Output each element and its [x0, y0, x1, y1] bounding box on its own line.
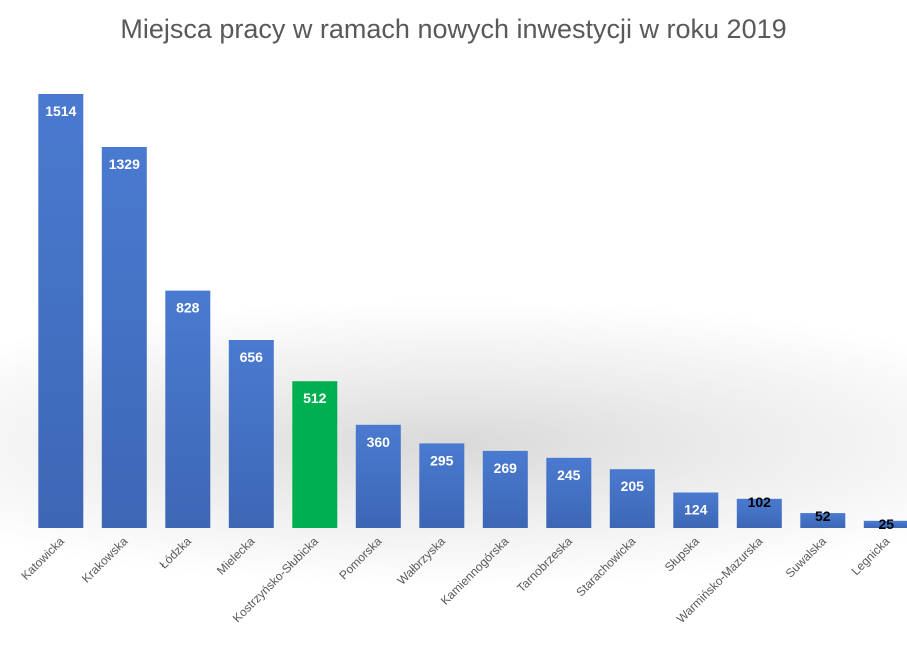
data-label: 512: [303, 390, 327, 406]
x-axis-tick-labels: Katowicka Krakowska Łódzka MieleckaKostrzyń…: [18, 534, 892, 626]
data-labels-group: 1514 1329 828 656 512 360 295 269 245 205 124 102 52…: [45, 103, 894, 532]
x-tick-label: Wałbrzyska: [394, 534, 448, 588]
bar-legnicka: [863, 520, 907, 528]
bar-pomorska: [355, 424, 401, 528]
data-label: 245: [557, 467, 581, 483]
chart-title: Miejsca pracy w ramach nowych inwestycji…: [120, 14, 787, 44]
x-tick-label: Krakowska: [79, 534, 131, 586]
bar-mielecka: [228, 340, 274, 528]
bar-suwalska: [800, 513, 846, 528]
bar-s-upska: [673, 492, 719, 528]
data-label: 1514: [45, 103, 76, 119]
bar-warmi-sko-mazurska: [736, 498, 782, 528]
data-label: 828: [176, 300, 200, 316]
x-tick-label: Słupska: [662, 534, 702, 574]
x-tick-label: Kamiennogórska: [438, 534, 512, 608]
bars-group: [38, 94, 907, 528]
data-label: 25: [879, 516, 895, 532]
x-tick-label: Legnicka: [849, 534, 893, 578]
x-tick-label: Pomorska: [336, 534, 384, 582]
x-tick-label: Suwalska: [783, 534, 829, 580]
bar-krakowska: [101, 147, 147, 528]
data-label: 269: [494, 460, 518, 476]
data-label: 295: [430, 452, 454, 468]
x-tick-label: Mielecka: [214, 534, 258, 578]
data-label: 102: [748, 494, 772, 510]
data-label: 124: [684, 502, 708, 518]
x-tick-label: Katowicka: [18, 534, 67, 583]
data-label: 1329: [109, 156, 140, 172]
bar-tarnobrzeska: [546, 457, 592, 528]
bar--dzka: [165, 290, 211, 528]
bar-kamiennog-rska: [482, 450, 528, 528]
x-tick-label: Starachowicka: [573, 534, 638, 599]
bar-kostrzy-sko-s-ubicka: [292, 381, 338, 528]
x-tick-label: Tarnobrzeska: [514, 534, 575, 595]
bar-katowicka: [38, 94, 84, 528]
data-label: 656: [240, 349, 264, 365]
data-label: 205: [621, 478, 645, 494]
data-label: 52: [815, 508, 831, 524]
x-tick-label: Łódzka: [157, 534, 194, 571]
data-label: 360: [367, 434, 391, 450]
bar-wa-brzyska: [419, 443, 465, 528]
bar-starachowicka: [609, 469, 655, 528]
